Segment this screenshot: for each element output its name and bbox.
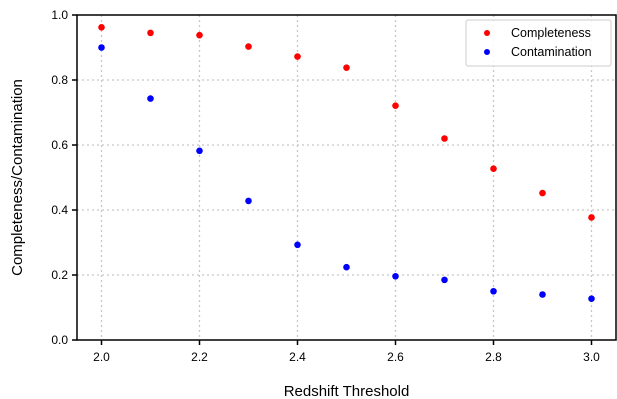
legend: Completeness Contamination xyxy=(465,19,612,67)
x-axis-title: Redshift Threshold xyxy=(284,383,410,399)
axis-ticks: 2.0 2.2 2.4 2.6 2.8 3.0 0.0 0.2 0.4 0.6 0.8 1.0 xyxy=(51,8,600,364)
grid xyxy=(77,15,616,340)
data-point-completeness xyxy=(588,214,595,221)
data-point-contamination xyxy=(245,197,252,205)
data-point-contamination xyxy=(196,147,203,155)
data-points xyxy=(98,24,595,303)
data-point-completeness xyxy=(490,165,497,173)
y-tick-label: 0.6 xyxy=(51,138,68,152)
data-point-completeness xyxy=(245,43,252,50)
x-tick-label: 3.0 xyxy=(583,350,600,364)
data-point-completeness xyxy=(539,189,546,197)
data-point-contamination xyxy=(441,276,448,284)
data-point-contamination xyxy=(490,287,497,295)
legend-box xyxy=(465,19,612,67)
data-point-contamination xyxy=(147,95,154,102)
y-tick-label: 0.0 xyxy=(51,333,68,347)
data-point-completeness xyxy=(392,102,399,109)
data-point-completeness xyxy=(147,29,154,37)
data-point-completeness xyxy=(98,24,105,31)
legend-label-completeness: Completeness xyxy=(511,26,591,40)
data-point-completeness xyxy=(196,31,203,39)
x-tick-label: 2.2 xyxy=(191,350,208,364)
y-tick-label: 1.0 xyxy=(51,8,68,22)
x-tick-label: 2.8 xyxy=(485,350,502,364)
data-point-contamination xyxy=(588,295,595,303)
data-point-completeness xyxy=(343,64,350,71)
x-tick-label: 2.4 xyxy=(289,350,306,364)
legend-label-contamination: Contamination xyxy=(511,45,592,59)
data-point-contamination xyxy=(98,44,105,51)
data-point-contamination xyxy=(392,273,399,280)
data-point-contamination xyxy=(294,241,301,249)
x-tick-label: 2.6 xyxy=(387,350,404,364)
y-tick-label: 0.4 xyxy=(51,203,68,217)
y-tick-label: 0.8 xyxy=(51,73,68,87)
data-point-completeness xyxy=(441,135,448,142)
legend-marker-contamination xyxy=(484,49,490,55)
y-tick-label: 0.2 xyxy=(51,268,68,282)
x-tick-label: 2.0 xyxy=(93,350,110,364)
data-point-completeness xyxy=(294,53,301,60)
legend-marker-completeness xyxy=(484,30,490,36)
plot-frame xyxy=(76,14,617,341)
data-point-contamination xyxy=(539,291,546,298)
y-axis-title: Completeness/Contamination xyxy=(9,79,26,276)
data-point-contamination xyxy=(343,263,350,271)
